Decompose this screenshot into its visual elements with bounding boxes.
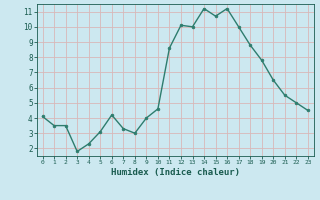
X-axis label: Humidex (Indice chaleur): Humidex (Indice chaleur) [111, 168, 240, 177]
